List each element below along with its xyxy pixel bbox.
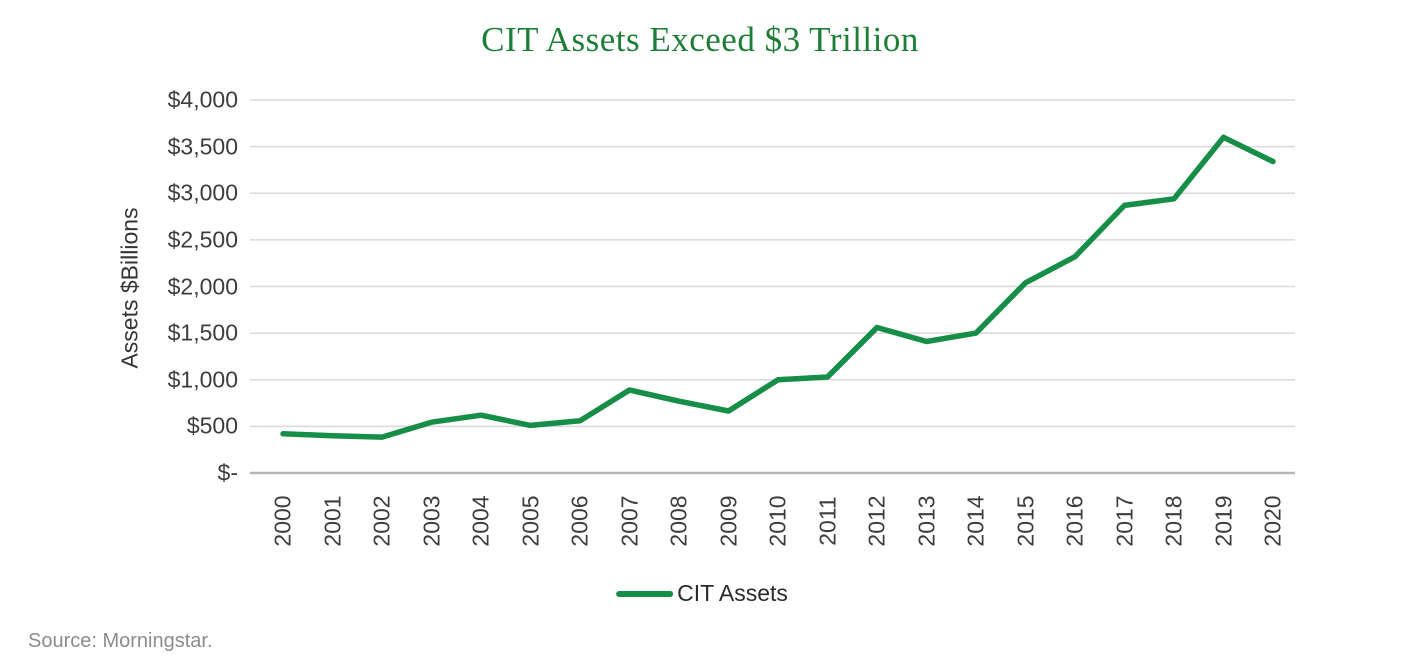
x-tick-label: 2003 (418, 495, 444, 547)
x-tick-label: 2013 (913, 495, 939, 547)
x-tick-label: 2005 (517, 495, 543, 547)
x-tick-label: 2018 (1160, 495, 1187, 547)
x-tick-label: 2002 (368, 495, 395, 547)
y-tick-label: $500 (186, 412, 238, 439)
x-tick-label: 2006 (566, 495, 593, 547)
legend-label: CIT Assets (677, 580, 788, 606)
x-tick-label: 2009 (715, 495, 741, 547)
chart-title: CIT Assets Exceed $3 Trillion (481, 20, 919, 59)
x-tick-label: 2000 (269, 495, 296, 547)
x-tick-label: 2017 (1111, 495, 1137, 547)
x-tick-label: 2001 (319, 495, 345, 547)
x-tick-label: 2004 (467, 495, 494, 547)
x-tick-label: 2020 (1259, 495, 1286, 547)
y-tick-label: $1,000 (167, 366, 238, 393)
y-tick-label: $1,500 (167, 319, 238, 346)
source-note: Source: Morningstar. (28, 630, 213, 652)
y-tick-label: $2,000 (167, 273, 238, 299)
y-tick-label: $3,500 (167, 133, 238, 160)
series-line (280, 134, 1276, 440)
x-tick-label: 2012 (863, 495, 890, 547)
x-tick-label: 2016 (1061, 495, 1088, 547)
y-tick-label: $4,000 (167, 86, 238, 113)
legend-line-swatch (616, 590, 674, 597)
x-tick-label: 2015 (1012, 495, 1038, 547)
legend: CIT Assets (616, 580, 788, 607)
y-tick-label: $- (217, 459, 238, 486)
x-tick-label: 2010 (764, 495, 791, 547)
x-tick-label: 2011 (814, 496, 840, 546)
y-tick-label: $2,500 (167, 226, 238, 253)
y-tick-label: $3,000 (167, 179, 238, 206)
x-tick-label: 2014 (962, 495, 989, 547)
x-tick-label: 2007 (616, 495, 642, 547)
x-tick-label: 2019 (1210, 495, 1236, 547)
x-tick-label: 2008 (665, 495, 692, 547)
